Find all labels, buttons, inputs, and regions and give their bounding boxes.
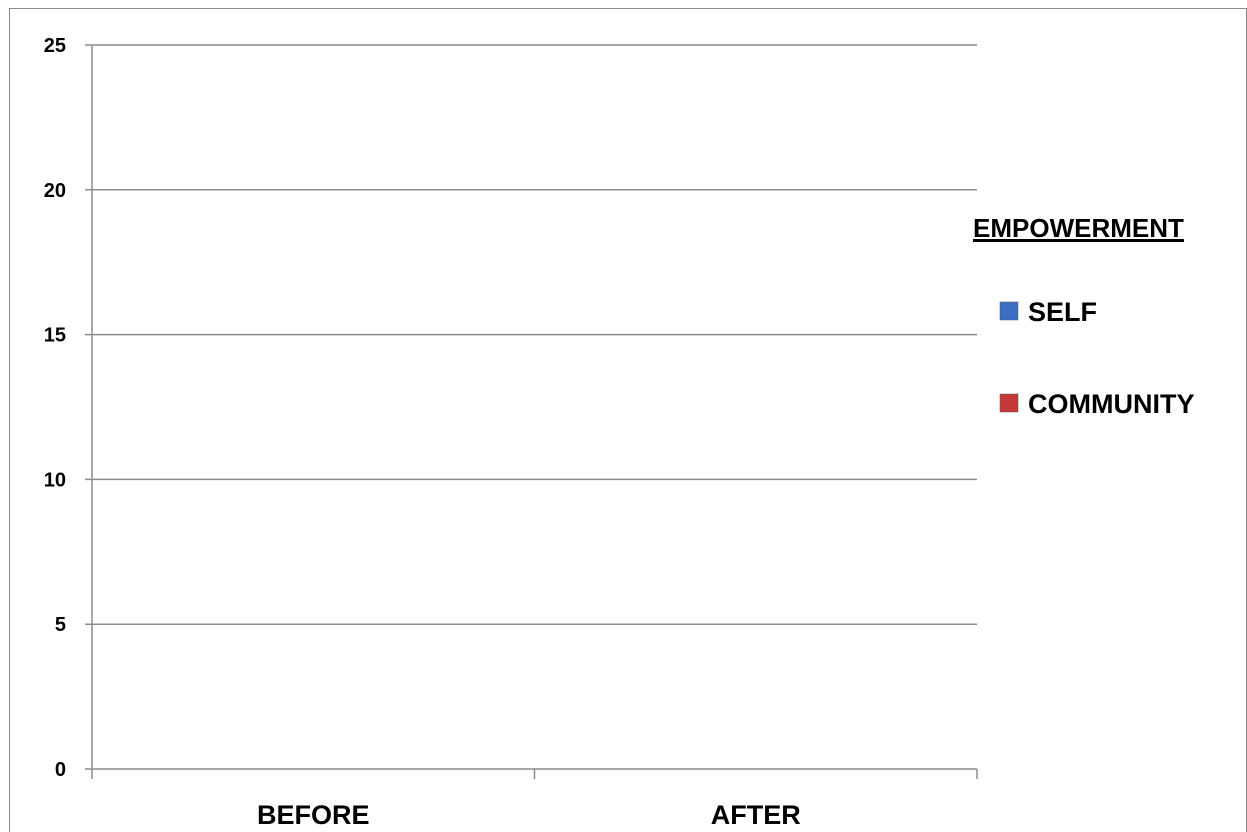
x-tick-labels: BEFORE AFTER [257,800,801,830]
legend-label-community: COMMUNITY [1028,389,1194,419]
y-tick-label: 10 [44,469,66,491]
legend-title: EMPOWERMENT [973,213,1184,243]
axes [91,45,978,779]
chart-frame [9,8,1247,832]
gridlines [85,44,977,770]
legend: EMPOWERMENT SELF COMMUNITY [973,213,1194,419]
y-tick-label: 25 [44,35,66,57]
y-tick-label: 20 [44,180,66,202]
legend-swatch-self [999,301,1019,321]
y-tick-labels: 0 5 10 15 20 25 [44,35,66,781]
legend-swatch-community [999,393,1019,413]
y-tick-label: 5 [55,614,66,636]
x-category-label: AFTER [711,800,801,830]
x-category-label: BEFORE [257,800,370,830]
y-tick-label: 15 [44,325,66,347]
legend-label-self: SELF [1028,297,1097,327]
y-tick-label: 0 [55,759,66,781]
